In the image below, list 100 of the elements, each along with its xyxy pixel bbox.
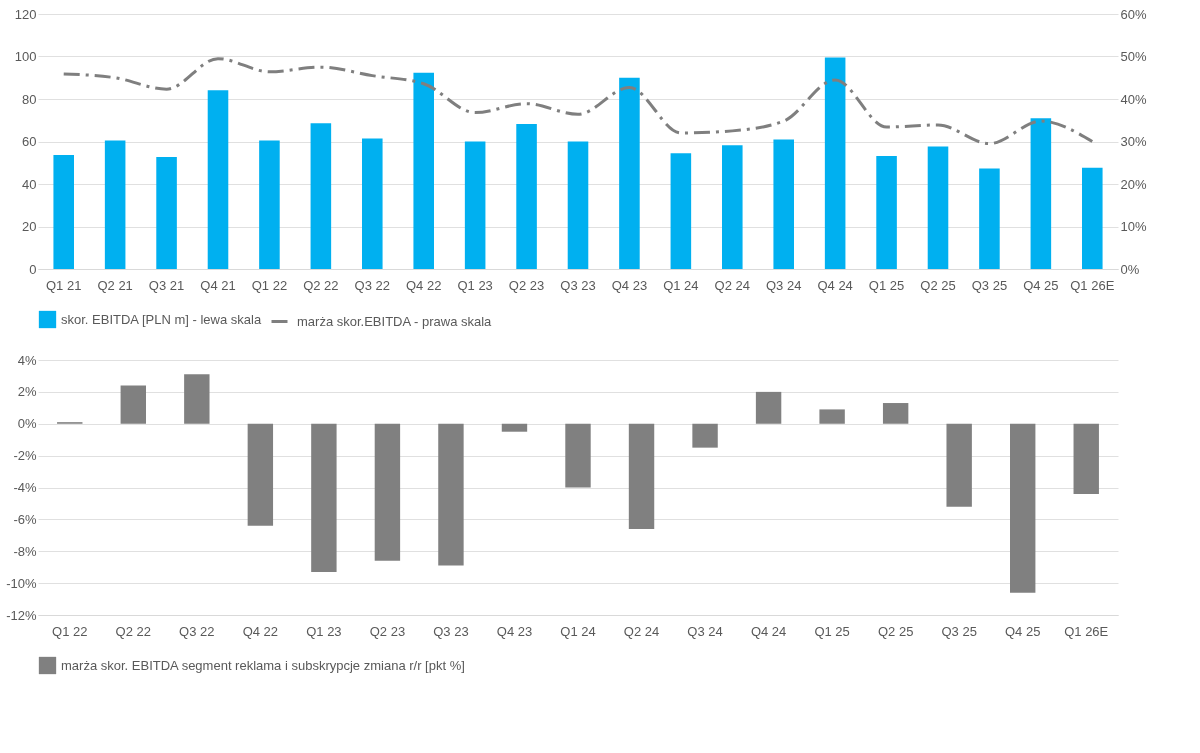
x-tick-label: Q1 26E xyxy=(1064,623,1109,639)
x-tick-label: Q2 24 xyxy=(714,277,750,293)
bar xyxy=(722,145,743,269)
bar xyxy=(876,155,897,269)
x-tick-label: Q1 25 xyxy=(868,277,905,293)
y-tick-label: -10% xyxy=(6,575,37,591)
bar xyxy=(259,140,280,269)
x-tick-label: Q2 22 xyxy=(303,277,339,293)
y-tick-label: 60 xyxy=(22,134,37,149)
bar xyxy=(311,423,337,572)
y-tick-label: 0 xyxy=(29,261,37,277)
y-tick-label: 80 xyxy=(22,91,37,107)
x-tick-label: Q3 23 xyxy=(560,277,596,293)
x-tick-label: Q1 26E xyxy=(1070,277,1115,293)
x-tick-label: Q3 22 xyxy=(354,277,390,293)
bar xyxy=(824,57,846,269)
bar xyxy=(413,72,434,269)
bar xyxy=(438,423,464,566)
bar xyxy=(247,423,274,526)
bar xyxy=(567,141,589,269)
x-tick-label: Q2 22 xyxy=(115,623,152,639)
bar xyxy=(120,385,146,424)
x-tick-label: Q2 21 xyxy=(97,277,133,293)
x-tick-label: Q4 21 xyxy=(200,277,236,293)
bar xyxy=(104,140,126,269)
x-tick-label: Q3 25 xyxy=(941,623,977,639)
x-tick-label: Q4 25 xyxy=(1023,277,1059,293)
x-tick-label: Q4 24 xyxy=(750,623,787,639)
y-tick-label: -12% xyxy=(6,607,37,623)
y2-tick-label: 10% xyxy=(1120,219,1147,234)
bar xyxy=(156,157,177,269)
y-tick-label: -8% xyxy=(13,543,37,559)
y-tick-label: 100 xyxy=(14,49,37,64)
bar xyxy=(946,423,972,507)
y-tick-label: -2% xyxy=(13,448,37,464)
bar xyxy=(979,168,1000,269)
legend-label: marża skor.EBITDA - prawa skala xyxy=(297,313,493,329)
x-tick-label: Q3 25 xyxy=(971,277,1008,293)
bar xyxy=(1030,118,1052,269)
x-tick-label: Q3 22 xyxy=(179,623,215,639)
x-tick-label: Q1 21 xyxy=(46,277,82,293)
x-tick-label: Q4 23 xyxy=(496,623,533,639)
x-tick-label: Q1 24 xyxy=(560,623,596,639)
x-tick-label: Q3 24 xyxy=(687,623,723,639)
bar xyxy=(819,409,845,424)
x-tick-label: Q3 24 xyxy=(766,277,802,293)
x-tick-label: Q2 23 xyxy=(508,277,545,293)
x-tick-label: Q2 25 xyxy=(877,623,914,639)
y-tick-label: 120 xyxy=(14,6,37,22)
x-tick-label: Q1 23 xyxy=(457,277,493,293)
x-tick-label: Q1 22 xyxy=(52,623,88,639)
bar xyxy=(53,155,74,269)
x-tick-label: Q4 22 xyxy=(242,623,279,639)
x-tick-label: Q1 25 xyxy=(814,623,850,639)
y2-tick-label: 50% xyxy=(1120,49,1147,64)
x-tick-label: Q2 23 xyxy=(369,623,406,639)
bar xyxy=(755,391,782,424)
bar xyxy=(207,90,229,269)
legend-label: marża skor. EBITDA segment reklama i subskrypcje zmiana r/r [pkt %] xyxy=(61,657,465,673)
x-tick-label: Q4 25 xyxy=(1004,623,1041,639)
x-tick-label: Q4 23 xyxy=(611,277,648,293)
y-tick-label: -6% xyxy=(13,511,37,527)
bar xyxy=(310,123,332,269)
x-tick-label: Q1 22 xyxy=(251,277,288,293)
bar xyxy=(374,423,401,561)
x-tick-label: Q2 25 xyxy=(920,277,956,293)
y-tick-label: 2% xyxy=(17,384,37,400)
y-tick-label: 4% xyxy=(17,352,37,368)
y2-tick-label: 20% xyxy=(1120,176,1147,192)
bar xyxy=(670,153,692,269)
bar xyxy=(1082,167,1103,269)
bar xyxy=(773,139,794,269)
y-tick-label: -4% xyxy=(13,480,37,495)
legend-label: skor. EBITDA [PLN m] - lewa skala xyxy=(61,311,262,327)
y2-tick-label: 0% xyxy=(1120,261,1140,277)
y-tick-label: 20 xyxy=(22,219,37,234)
line-series xyxy=(62,57,1094,146)
y-tick-label: 40 xyxy=(22,176,37,192)
bar xyxy=(628,423,655,529)
bar xyxy=(1010,423,1036,593)
bar xyxy=(619,77,640,269)
bar xyxy=(516,124,537,269)
bar xyxy=(362,138,383,269)
x-tick-label: Q1 24 xyxy=(663,277,699,293)
bar xyxy=(692,423,718,448)
bar xyxy=(501,423,528,432)
x-tick-label: Q4 24 xyxy=(817,277,853,293)
y2-tick-label: 30% xyxy=(1120,134,1147,149)
bar xyxy=(464,141,486,269)
bar xyxy=(927,146,949,269)
bar xyxy=(882,403,909,424)
y2-tick-label: 40% xyxy=(1120,91,1147,107)
y-tick-label: 0% xyxy=(17,416,37,432)
bar xyxy=(565,423,591,488)
bar xyxy=(184,374,210,424)
x-tick-label: Q1 23 xyxy=(306,623,342,639)
x-tick-label: Q2 24 xyxy=(623,623,660,639)
x-tick-label: Q3 23 xyxy=(433,623,469,639)
x-tick-label: Q4 22 xyxy=(406,277,442,293)
x-tick-label: Q3 21 xyxy=(148,277,185,293)
